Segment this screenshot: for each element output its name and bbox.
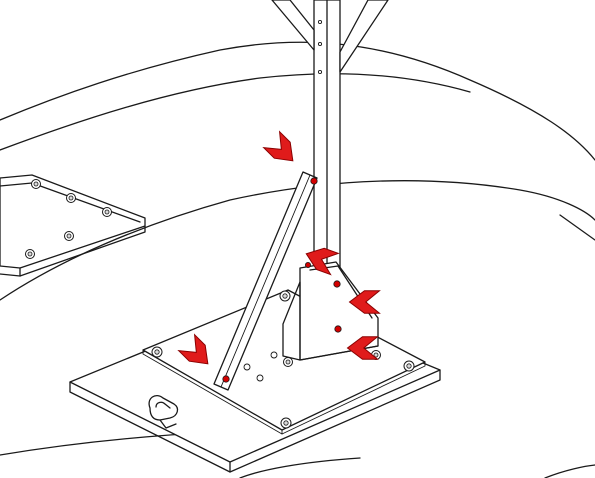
lifting-eye [148, 394, 179, 429]
callout-arrow-bracket-lower [346, 336, 379, 360]
diagonal-brace [213, 171, 318, 391]
callout-arrow-bracket-mid [305, 247, 340, 276]
callout-arrow-upper-brace [262, 130, 294, 162]
brace-foot-bolt [222, 375, 230, 383]
callout-arrow-brace-foot [177, 333, 209, 365]
callout-arrows [177, 130, 381, 365]
side-mount-plate [0, 174, 146, 277]
upper-brace-bolt [310, 177, 318, 185]
callout-arrow-bracket-upper [348, 290, 381, 314]
mast [271, 0, 389, 301]
